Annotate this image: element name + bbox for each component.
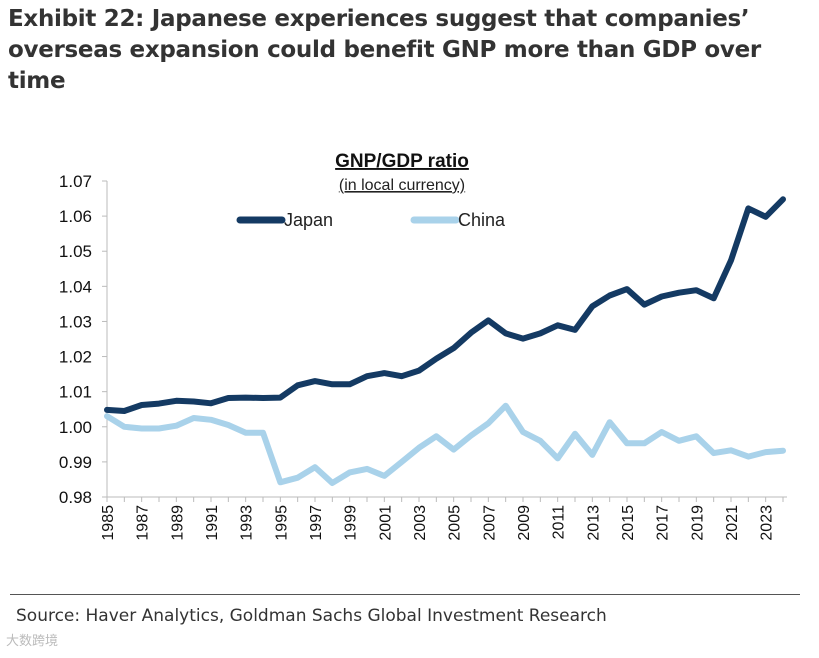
- y-tick-label: 0.98: [59, 488, 92, 507]
- series-line-china: [104, 402, 786, 486]
- x-tick-label: 1989: [169, 505, 186, 541]
- x-tick-label: 2019: [689, 505, 706, 541]
- y-tick-label: 1.04: [59, 277, 92, 296]
- x-tick-label: 2009: [516, 505, 533, 541]
- x-tick-label: 2023: [759, 505, 776, 541]
- x-tick-label: 1995: [273, 505, 290, 541]
- x-tick-label: 1991: [204, 505, 221, 541]
- y-tick-label: 1.02: [59, 348, 92, 367]
- series-line-japan: [104, 196, 786, 414]
- y-tick-label: 0.99: [59, 453, 92, 472]
- line-chart: GNP/GDP ratio (in local currency) 0.98 0.…: [59, 151, 787, 541]
- x-tick-label: 1993: [239, 505, 256, 541]
- chart-title: GNP/GDP ratio: [335, 151, 469, 172]
- watermark: 大数跨境: [6, 633, 59, 648]
- legend-label-china: China: [458, 210, 506, 230]
- divider: [10, 594, 800, 595]
- x-tick-label: 2013: [585, 505, 602, 541]
- chart-subtitle: (in local currency): [339, 177, 465, 194]
- exhibit-title: Exhibit 22: Japanese experiences suggest…: [8, 6, 761, 94]
- x-tick-label: 2005: [447, 505, 464, 541]
- x-tick-label: 2001: [377, 505, 394, 541]
- y-tick-label: 1.07: [59, 172, 92, 191]
- source-note: Source: Haver Analytics, Goldman Sachs G…: [16, 606, 607, 626]
- x-tick-label: 2011: [551, 505, 568, 540]
- x-tick-label: 2015: [620, 505, 637, 541]
- x-tick-label: 2021: [724, 505, 741, 541]
- y-tick-label: 1.03: [59, 312, 92, 331]
- legend-label-japan: Japan: [284, 210, 333, 230]
- x-tick-label: 2007: [481, 505, 498, 541]
- x-tick-label: 1997: [308, 505, 325, 541]
- x-tick-label: 1985: [100, 505, 117, 541]
- y-tick-label: 1.05: [59, 242, 92, 261]
- x-tick-label: 2003: [412, 505, 429, 541]
- x-tick-label: 2017: [655, 505, 672, 541]
- y-tick-label: 1.01: [59, 383, 92, 402]
- y-tick-label: 1.00: [59, 418, 92, 437]
- x-tick-label: 1987: [135, 505, 152, 541]
- y-tick-label: 1.06: [59, 207, 92, 226]
- x-tick-label: 1999: [343, 505, 360, 541]
